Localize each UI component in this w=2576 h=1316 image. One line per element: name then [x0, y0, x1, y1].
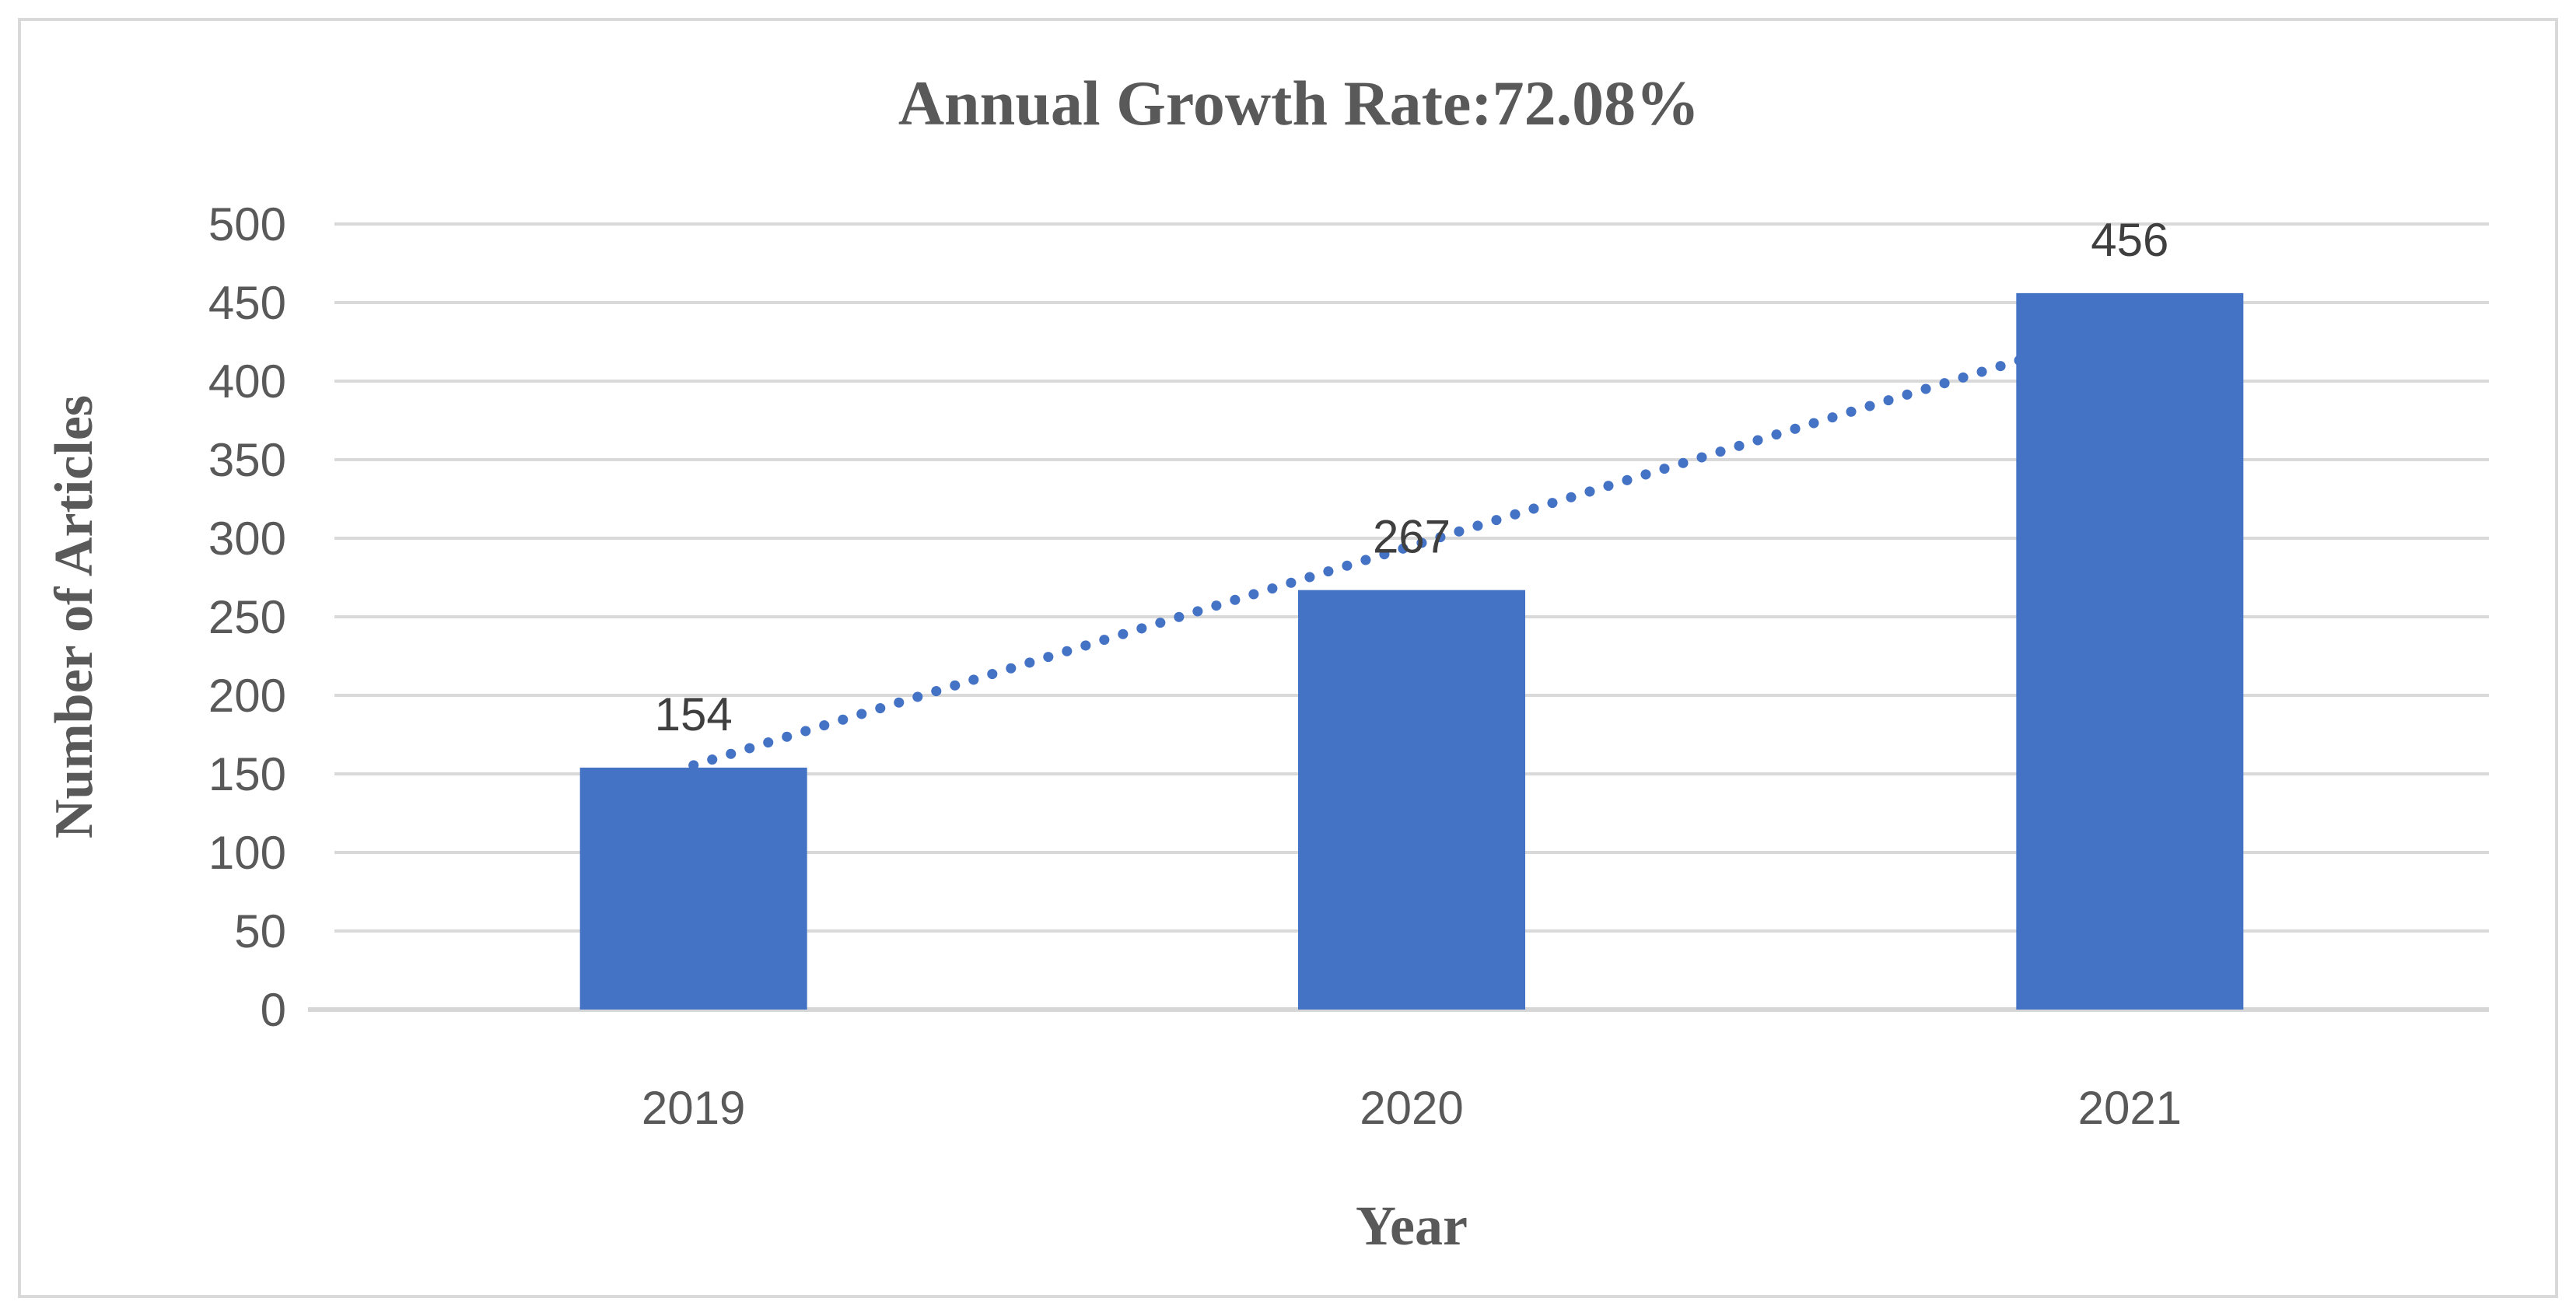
x-tick-label: 2020 — [1360, 1082, 1463, 1134]
y-tick-label: 50 — [234, 905, 286, 957]
bar-value-label: 456 — [2091, 214, 2168, 266]
x-tick-label: 2021 — [2078, 1082, 2182, 1134]
bar-data-labels: 154 267 456 — [655, 214, 2169, 740]
y-tick-label: 200 — [208, 670, 286, 722]
x-axis-tick-labels: 2019 2020 2021 — [642, 1082, 2182, 1134]
y-tick-label: 0 — [261, 984, 286, 1036]
y-axis-tick-labels: 0 50 100 150 200 250 300 350 400 450 500 — [208, 198, 286, 1036]
growth-trendline — [688, 321, 2135, 771]
x-tick-label: 2019 — [642, 1082, 745, 1134]
y-tick-label: 150 — [208, 748, 286, 800]
x-axis-title: Year — [1356, 1195, 1468, 1257]
y-tick-label: 100 — [208, 827, 286, 879]
y-tick-label: 300 — [208, 513, 286, 565]
bar-value-label: 154 — [655, 688, 733, 740]
y-axis-title: Number of Articles — [44, 395, 104, 838]
trendline-group — [688, 321, 2135, 771]
bar-value-label: 267 — [1373, 511, 1451, 563]
chart-title: Annual Growth Rate:72.08% — [898, 68, 1699, 138]
bars-group — [579, 292, 2244, 1010]
y-tick-label: 500 — [208, 198, 286, 250]
bar-2021 — [2016, 292, 2244, 1010]
y-tick-label: 250 — [208, 591, 286, 643]
bar-2019 — [579, 767, 807, 1010]
bar-2020 — [1298, 590, 1525, 1010]
y-tick-label: 450 — [208, 277, 286, 329]
y-tick-label: 400 — [208, 355, 286, 408]
y-tick-label: 350 — [208, 434, 286, 486]
